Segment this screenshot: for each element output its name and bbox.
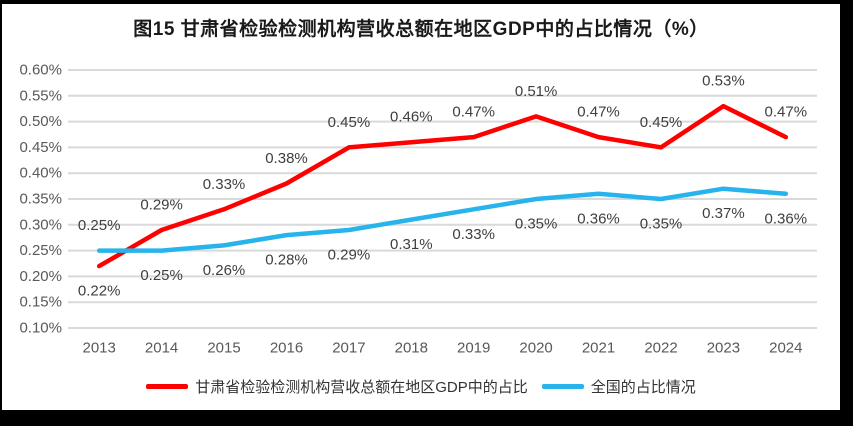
legend-label-national: 全国的占比情况 [590,379,696,396]
data-label-national: 0.36% [577,210,620,227]
y-axis-tick-label: 0.45% [19,139,62,156]
x-axis-label: 2023 [707,340,740,357]
data-label-gansu: 0.47% [577,104,620,121]
y-axis-tick-label: 0.20% [19,268,62,285]
x-axis-label: 2013 [83,340,116,357]
x-axis-label: 2020 [519,340,552,357]
legend-line-blue-icon [541,384,584,389]
data-label-national: 0.28% [265,252,308,269]
chart-canvas: 图15 甘肃省检验检测机构营收总额在地区GDP中的占比情况（%） 0.10% 0.… [2,4,840,410]
data-label-national: 0.25% [78,217,121,234]
x-axis-label: 2024 [769,340,802,357]
x-axis-label: 2014 [145,340,178,357]
y-axis-tick-label: 0.60% [19,62,62,79]
series-line-national [96,186,789,253]
legend-item-gansu: 甘肃省检验检测机构营收总额在地区GDP中的占比 [146,376,528,397]
line-chart-plot: 0.10% 0.15% 0.20% 0.25% 0.30% 0.35% 0.40% 0.45%… [19,62,817,357]
x-axis-label: 2018 [395,340,428,357]
y-axis-tick-label: 0.15% [19,294,62,311]
y-axis-tick-label: 0.25% [19,242,62,259]
y-axis-tick-label: 0.30% [19,216,62,233]
y-axis-tick-label: 0.55% [19,87,62,104]
x-axis-label: 2016 [270,340,303,357]
y-axis-tick-label: 0.40% [19,165,62,182]
chart-legend: 甘肃省检验检测机构营收总额在地区GDP中的占比 全国的占比情况 [2,376,840,397]
x-axis-label: 2019 [457,340,490,357]
chart-title: 图15 甘肃省检验检测机构营收总额在地区GDP中的占比情况（%） [133,19,709,40]
data-label-national: 0.25% [140,267,183,284]
data-label-national: 0.26% [203,262,246,279]
data-label-gansu: 0.46% [390,109,433,126]
data-label-national: 0.37% [702,205,745,222]
data-label-national: 0.33% [452,226,495,243]
legend-line-red-icon [146,384,189,389]
x-axis-label: 2021 [582,340,615,357]
data-label-gansu: 0.47% [765,104,808,121]
y-axis-tick-label: 0.50% [19,113,62,130]
y-axis-tick-label: 0.35% [19,191,62,208]
x-axis-label: 2015 [207,340,240,357]
data-label-gansu: 0.47% [452,104,495,121]
series-line-gansu [96,103,789,269]
data-label-gansu: 0.53% [702,73,745,90]
data-label-national: 0.31% [390,236,433,253]
data-label-gansu: 0.33% [203,176,246,193]
x-axis-label: 2017 [332,340,365,357]
data-label-gansu: 0.51% [515,83,558,100]
y-axis-tick-label: 0.10% [19,320,62,337]
data-label-national: 0.29% [328,247,371,264]
data-label-gansu: 0.45% [640,114,683,131]
data-label-gansu: 0.22% [78,283,121,300]
legend-item-national: 全国的占比情况 [541,376,696,397]
legend-label-gansu: 甘肃省检验检测机构营收总额在地区GDP中的占比 [195,379,528,396]
data-label-gansu: 0.38% [265,150,308,167]
data-label-national: 0.36% [765,210,808,227]
data-label-gansu: 0.45% [328,114,371,131]
data-label-national: 0.35% [515,216,558,233]
data-label-gansu: 0.29% [140,197,183,214]
x-axis-label: 2022 [644,340,677,357]
data-label-national: 0.35% [640,216,683,233]
